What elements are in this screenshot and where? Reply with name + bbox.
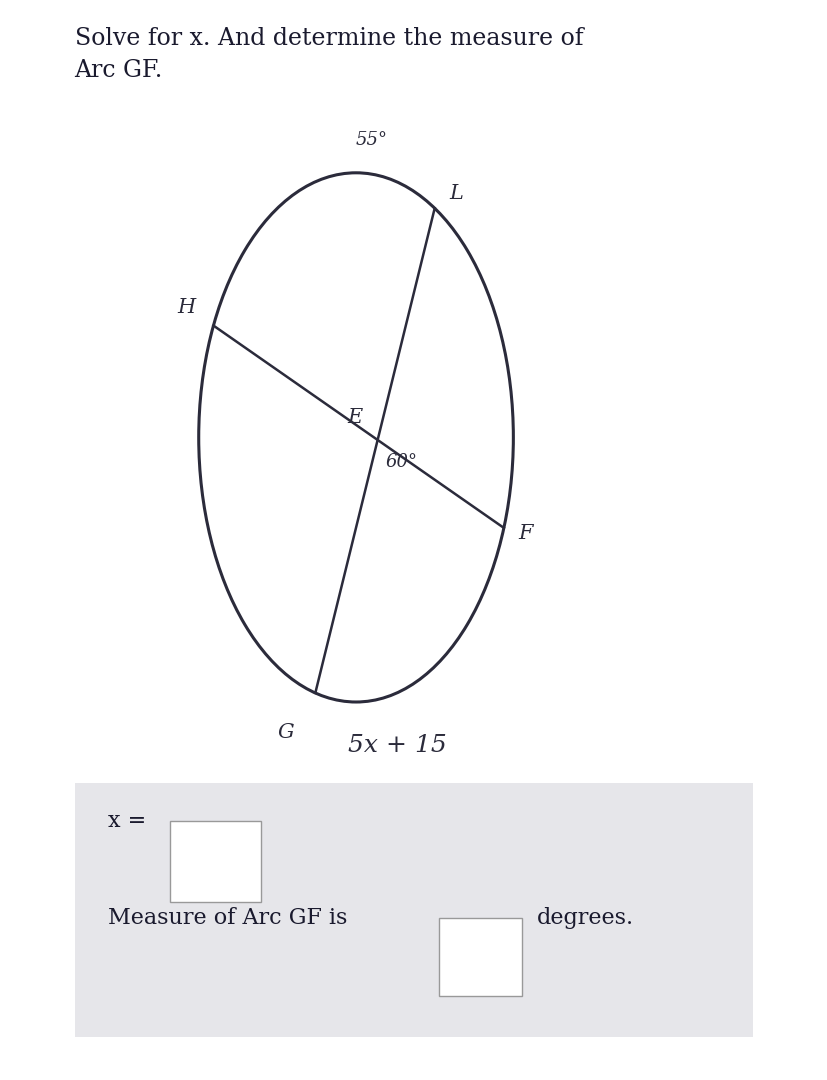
FancyBboxPatch shape (170, 821, 261, 902)
Text: degrees.: degrees. (536, 907, 633, 929)
Text: Measure of Arc GF is: Measure of Arc GF is (108, 907, 347, 929)
Text: F: F (519, 524, 533, 543)
Text: G: G (278, 724, 294, 742)
Text: Arc GF.: Arc GF. (74, 59, 163, 82)
FancyBboxPatch shape (74, 783, 753, 1037)
Text: 60°: 60° (385, 453, 418, 471)
Text: x =: x = (108, 810, 146, 832)
Text: 55°: 55° (356, 131, 388, 149)
Text: L: L (449, 184, 463, 203)
Text: 5x + 15: 5x + 15 (348, 734, 447, 757)
Text: H: H (177, 298, 195, 316)
Text: E: E (347, 408, 362, 427)
Text: Solve for x. And determine the measure of: Solve for x. And determine the measure o… (74, 27, 582, 50)
FancyBboxPatch shape (438, 918, 521, 996)
